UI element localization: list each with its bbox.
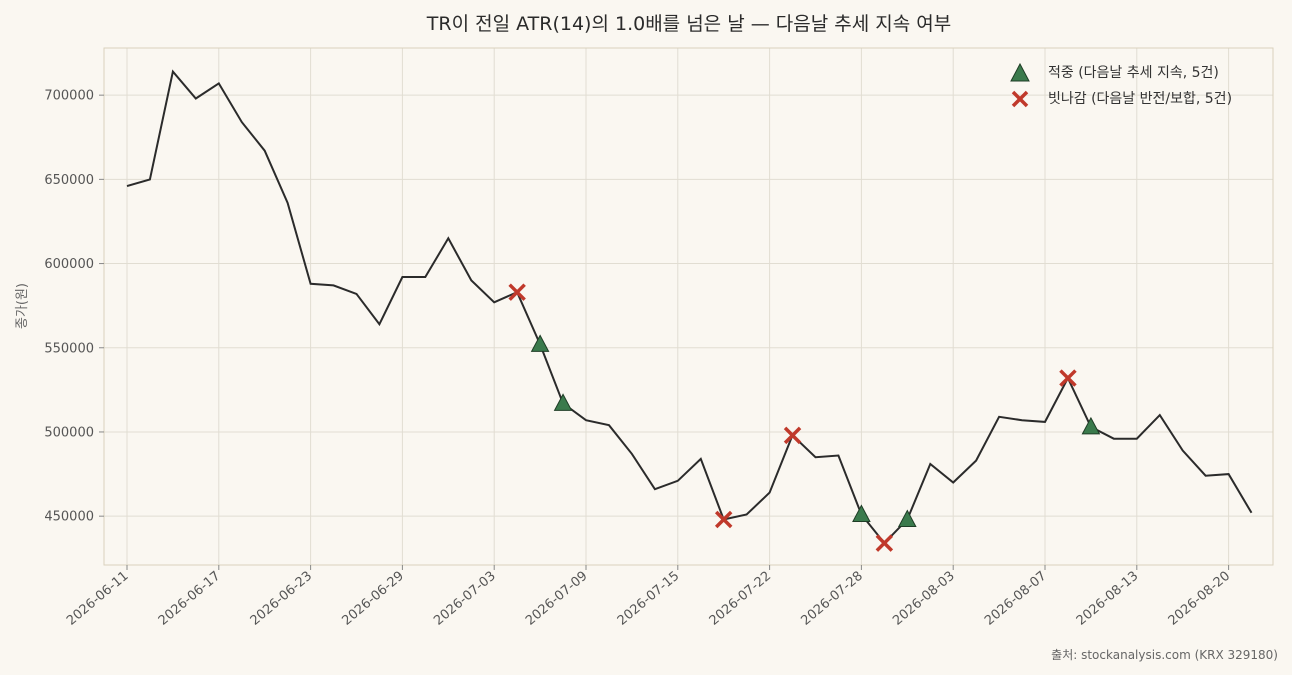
price-line xyxy=(126,69,1253,545)
y-tick-label: 650000 xyxy=(44,173,94,188)
x-tick-label: 2026-07-09 xyxy=(523,569,591,629)
x-tick-label: 2026-06-23 xyxy=(248,569,316,629)
y-tick-label: 500000 xyxy=(44,425,94,440)
y-tick-label: 600000 xyxy=(44,257,94,272)
miss-marker xyxy=(714,510,733,529)
legend-miss-marker xyxy=(1011,90,1029,108)
miss-marker xyxy=(875,534,894,552)
chart-title: TR이 전일 ATR(14)의 1.0배를 넘은 날 — 다음날 추세 지속 여… xyxy=(426,13,951,35)
hit-marker xyxy=(897,509,917,528)
x-tick-label: 2026-08-07 xyxy=(982,569,1050,629)
y-tick-label: 700000 xyxy=(44,89,94,104)
x-tick-label: 2026-08-13 xyxy=(1074,569,1142,629)
x-tick-label: 2026-07-22 xyxy=(707,569,775,629)
miss-marker xyxy=(1059,369,1077,387)
source-note: 출처: stockanalysis.com (KRX 329180) xyxy=(1051,648,1278,662)
miss-marker xyxy=(783,426,802,445)
x-tick-label: 2026-07-28 xyxy=(798,569,866,629)
y-tick-label: 550000 xyxy=(44,341,94,356)
legend: 적중 (다음날 추세 지속, 5건) 빗나감 (다음날 반전/보합, 5건) xyxy=(1010,62,1232,108)
x-tick-label: 2026-06-17 xyxy=(156,569,224,629)
miss-marker xyxy=(508,283,526,301)
x-tick-label: 2026-08-03 xyxy=(890,569,958,629)
x-tick-label: 2026-08-20 xyxy=(1166,569,1234,629)
y-axis-label: 종가(원) xyxy=(15,283,30,329)
x-tick-label: 2026-07-03 xyxy=(431,569,499,629)
hit-marker xyxy=(553,393,573,411)
x-tick-label: 2026-06-29 xyxy=(339,569,407,629)
legend-miss-label: 빗나감 (다음날 반전/보합, 5건) xyxy=(1048,91,1232,107)
hit-marker xyxy=(852,504,871,522)
legend-hit-marker xyxy=(1010,62,1030,82)
legend-hit-label: 적중 (다음날 추세 지속, 5건) xyxy=(1048,65,1219,81)
x-tick-label: 2026-07-15 xyxy=(615,569,683,629)
y-tick-label: 450000 xyxy=(44,510,94,525)
hit-marker xyxy=(1081,416,1101,435)
hit-marker xyxy=(530,334,550,352)
plot-frame xyxy=(103,47,1274,566)
x-axis: 2026-06-11 2026-06-17 2026-06-23 2026-06-29… xyxy=(64,565,1233,629)
grid xyxy=(104,48,1273,565)
x-tick-label: 2026-06-11 xyxy=(64,569,132,629)
markers xyxy=(508,283,1101,552)
y-axis: 450000 500000 550000 600000 650000 700000 xyxy=(44,89,104,525)
